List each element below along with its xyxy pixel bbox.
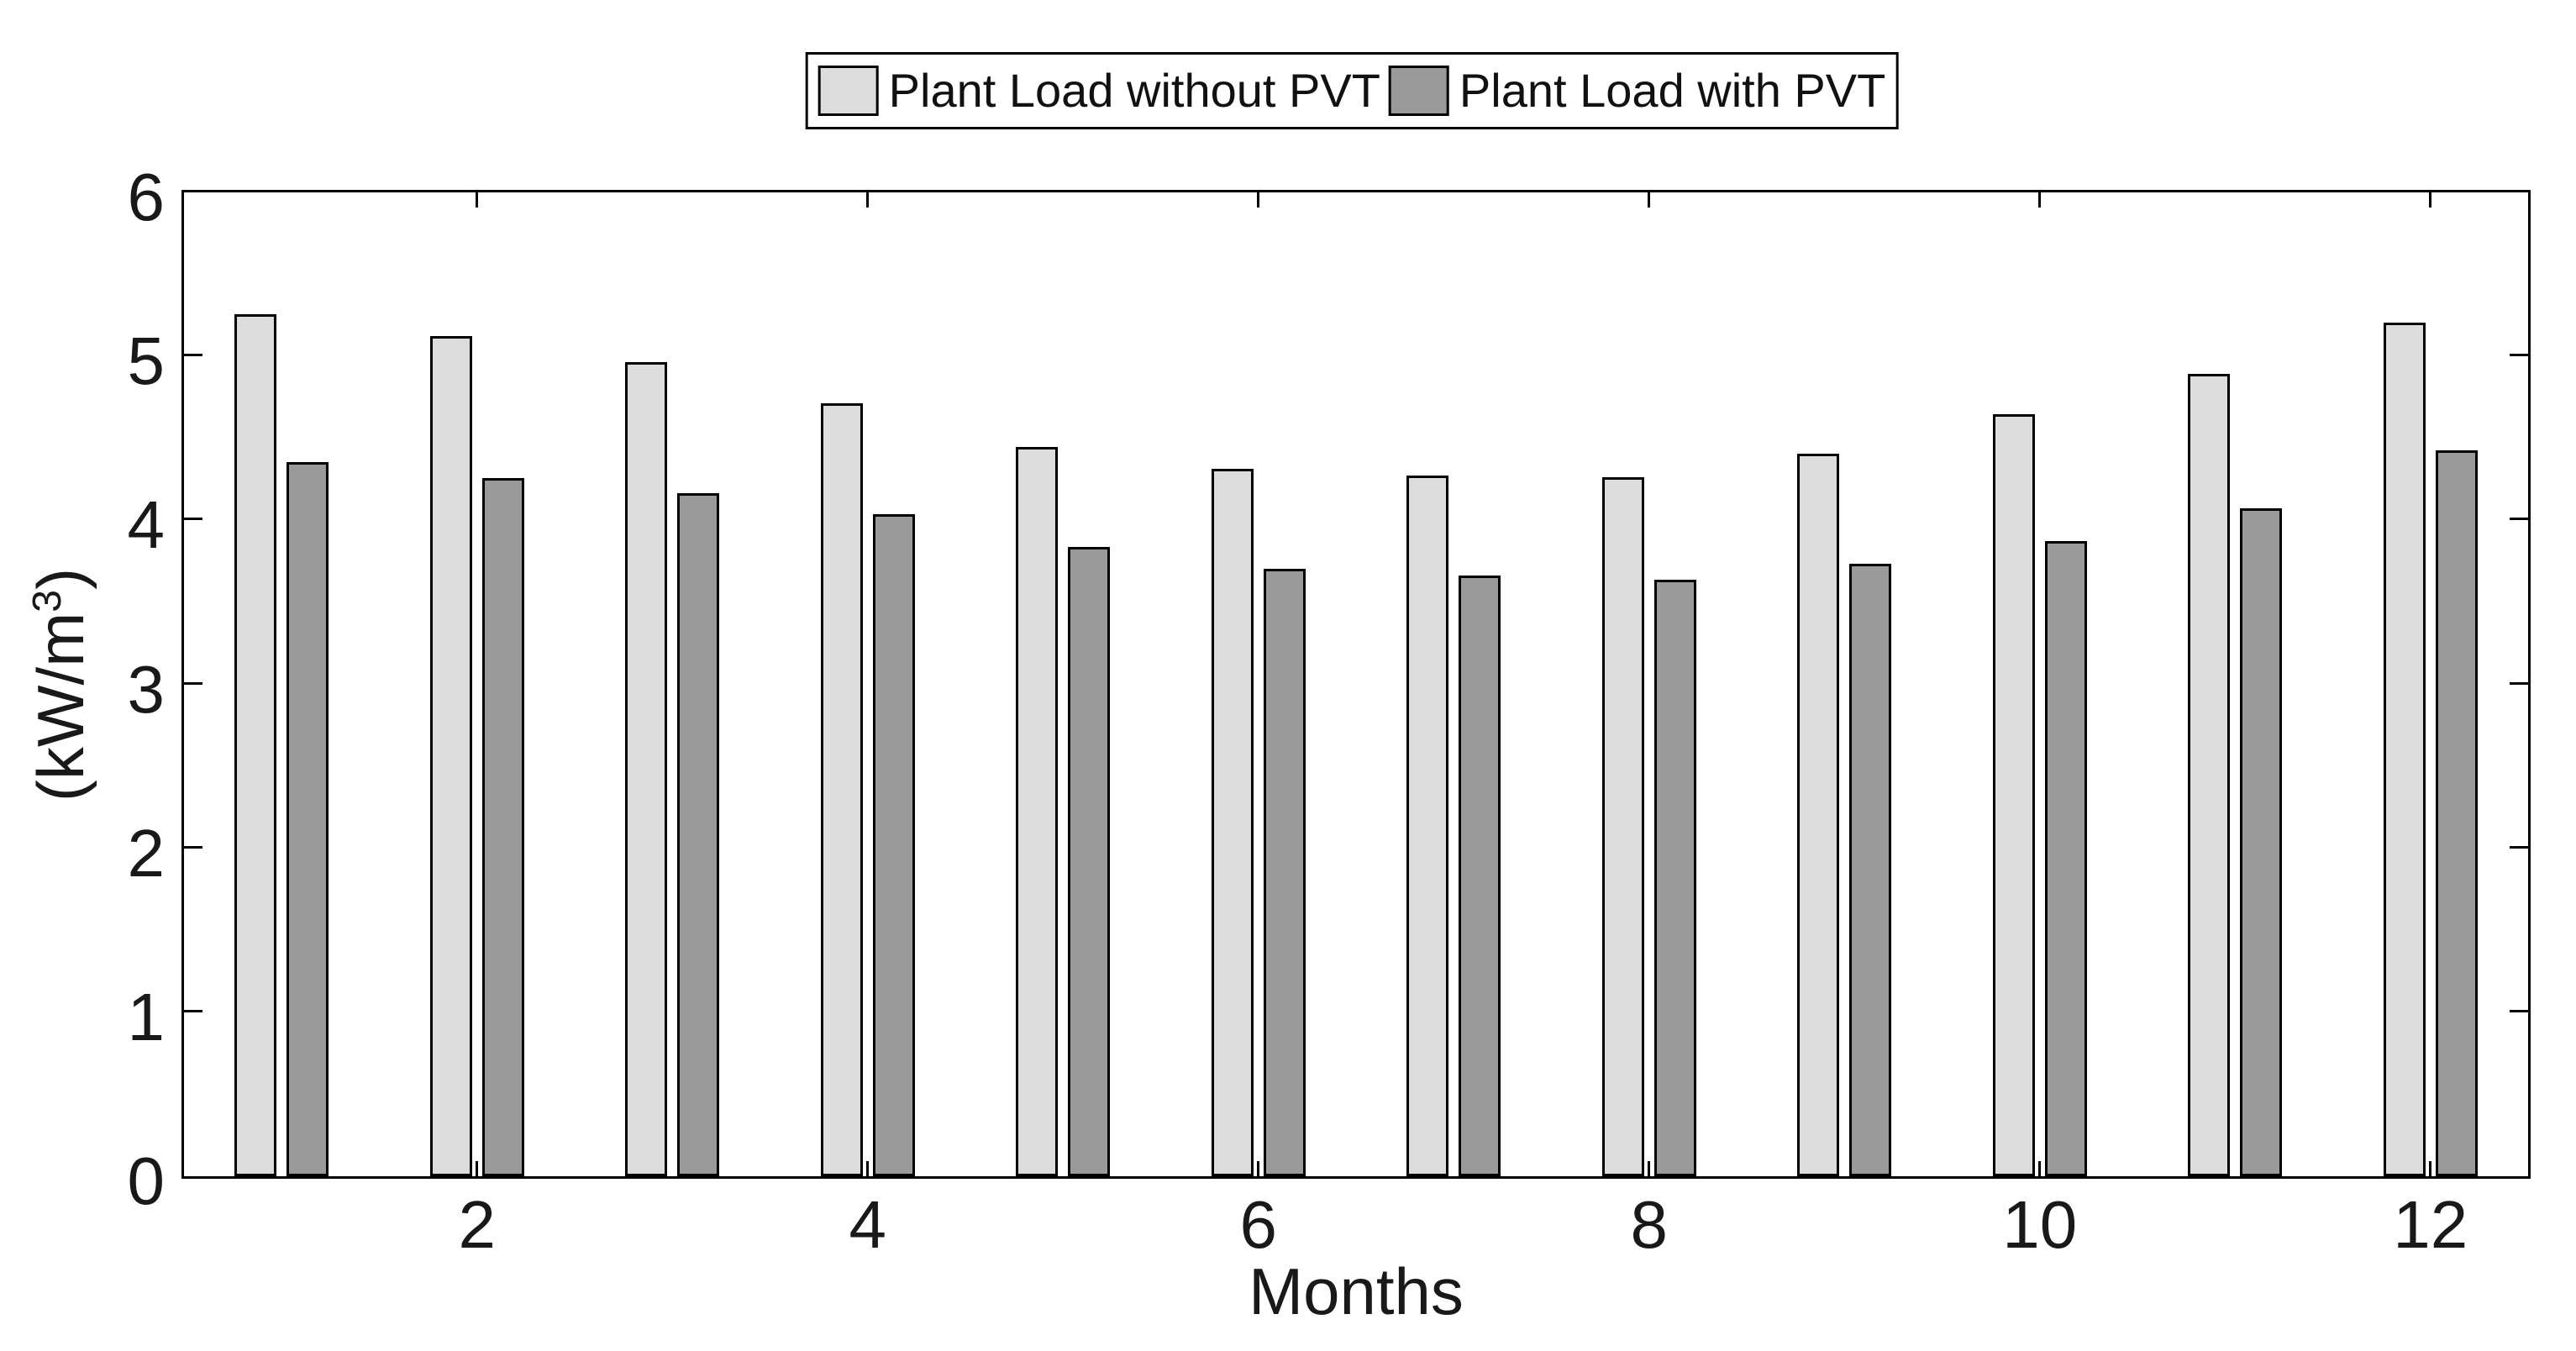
y-axis-label: (kW/m3) bbox=[24, 568, 97, 802]
bar-without-pvt-month-11 bbox=[2188, 373, 2231, 1176]
y-axis-label-suffix: ) bbox=[24, 567, 97, 590]
bar-without-pvt-month-12 bbox=[2383, 323, 2426, 1176]
y-tick bbox=[184, 518, 202, 521]
bar-with-pvt-month-12 bbox=[2435, 450, 2478, 1176]
bar-with-pvt-month-6 bbox=[1263, 568, 1306, 1176]
x-tick bbox=[1257, 1161, 1260, 1176]
x-tick-label-8: 8 bbox=[1630, 1187, 1669, 1262]
bar-without-pvt-month-3 bbox=[625, 361, 668, 1176]
bar-with-pvt-month-8 bbox=[1653, 580, 1696, 1176]
y-tick-right bbox=[2510, 681, 2528, 685]
y-tick-label-5: 5 bbox=[127, 323, 166, 399]
y-tick-right bbox=[2510, 518, 2528, 521]
x-tick-top bbox=[866, 192, 870, 208]
x-tick bbox=[1648, 1161, 1651, 1176]
legend-item-with-pvt: Plant Load with PVT bbox=[1388, 64, 1886, 117]
x-tick bbox=[2429, 1161, 2432, 1176]
y-tick-label-3: 3 bbox=[127, 651, 166, 727]
y-tick-right bbox=[2510, 354, 2528, 357]
x-tick-label-12: 12 bbox=[2393, 1187, 2468, 1262]
legend-swatch-without-pvt bbox=[817, 66, 879, 116]
x-tick bbox=[2038, 1161, 2042, 1176]
legend-label-without-pvt: Plant Load without PVT bbox=[888, 64, 1380, 117]
x-tick-top bbox=[2429, 192, 2432, 208]
bar-with-pvt-month-7 bbox=[1459, 575, 1501, 1176]
x-tick bbox=[866, 1161, 870, 1176]
legend-label-with-pvt: Plant Load with PVT bbox=[1459, 64, 1886, 117]
y-tick-right bbox=[2510, 845, 2528, 849]
y-tick bbox=[184, 845, 202, 849]
x-tick-label-10: 10 bbox=[2002, 1187, 2078, 1262]
bar-with-pvt-month-10 bbox=[2044, 540, 2087, 1176]
x-axis-label: Months bbox=[1249, 1254, 1464, 1328]
bar-without-pvt-month-2 bbox=[429, 335, 472, 1176]
legend: Plant Load without PVT Plant Load with P… bbox=[805, 52, 1899, 129]
bar-with-pvt-month-11 bbox=[2240, 507, 2283, 1176]
y-tick bbox=[184, 1009, 202, 1012]
y-tick-label-1: 1 bbox=[127, 979, 166, 1054]
y-axis-label-prefix: (kW/m bbox=[24, 612, 97, 802]
y-tick bbox=[184, 354, 202, 357]
y-tick-right bbox=[2510, 1009, 2528, 1012]
plot-area bbox=[181, 190, 2531, 1179]
bar-without-pvt-month-10 bbox=[1992, 414, 2035, 1176]
y-tick-label-6: 6 bbox=[127, 160, 166, 234]
x-tick-label-2: 2 bbox=[458, 1187, 497, 1262]
bar-without-pvt-month-6 bbox=[1211, 468, 1254, 1176]
bar-without-pvt-month-9 bbox=[1797, 454, 1840, 1176]
bar-with-pvt-month-3 bbox=[677, 493, 720, 1176]
x-tick-top bbox=[1257, 192, 1260, 208]
y-tick bbox=[184, 681, 202, 685]
y-tick-label-2: 2 bbox=[127, 815, 166, 891]
y-axis-label-superscript: 3 bbox=[24, 589, 70, 612]
bar-without-pvt-month-7 bbox=[1406, 475, 1449, 1176]
bar-without-pvt-month-4 bbox=[820, 402, 863, 1176]
bar-without-pvt-month-1 bbox=[234, 314, 277, 1176]
y-tick-label-4: 4 bbox=[127, 487, 166, 563]
bar-with-pvt-month-9 bbox=[1849, 563, 1892, 1176]
bar-with-pvt-month-1 bbox=[287, 461, 329, 1176]
x-tick-top bbox=[1648, 192, 1651, 208]
bar-with-pvt-month-5 bbox=[1068, 547, 1111, 1176]
legend-swatch-with-pvt bbox=[1388, 66, 1449, 116]
bar-without-pvt-month-5 bbox=[1016, 447, 1059, 1176]
x-tick-label-6: 6 bbox=[1239, 1187, 1278, 1262]
x-tick-top bbox=[476, 192, 479, 208]
legend-item-without-pvt: Plant Load without PVT bbox=[817, 64, 1380, 117]
x-tick bbox=[476, 1161, 479, 1176]
bar-with-pvt-month-2 bbox=[481, 478, 524, 1176]
bar-without-pvt-month-8 bbox=[1601, 476, 1644, 1176]
x-tick-top bbox=[2038, 192, 2042, 208]
bar-with-pvt-month-4 bbox=[872, 514, 915, 1176]
x-tick-label-4: 4 bbox=[849, 1187, 887, 1262]
y-tick-label-0: 0 bbox=[127, 1143, 166, 1218]
